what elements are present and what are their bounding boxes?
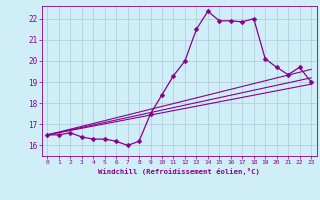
X-axis label: Windchill (Refroidissement éolien,°C): Windchill (Refroidissement éolien,°C) bbox=[98, 168, 260, 175]
